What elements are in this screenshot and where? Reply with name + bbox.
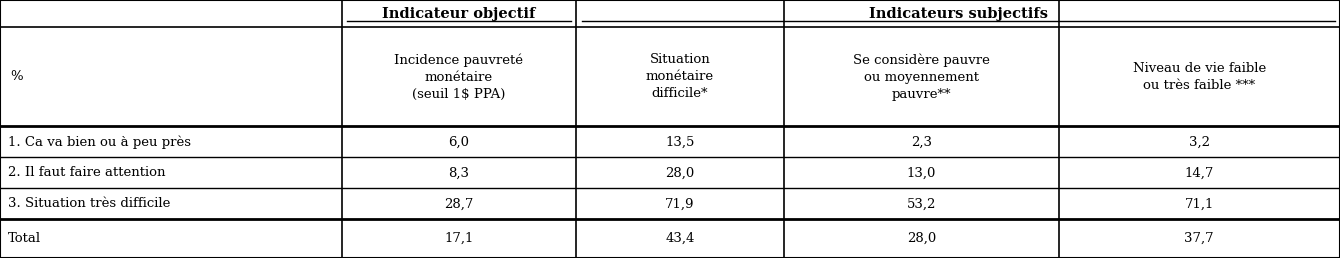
Text: Indicateurs subjectifs: Indicateurs subjectifs (868, 6, 1048, 21)
Text: 71,1: 71,1 (1185, 197, 1214, 210)
Text: Total: Total (8, 232, 42, 245)
Text: 43,4: 43,4 (666, 232, 694, 245)
Text: 2,3: 2,3 (911, 135, 931, 148)
Text: 2. Il faut faire attention: 2. Il faut faire attention (8, 166, 166, 179)
Text: 6,0: 6,0 (449, 135, 469, 148)
Text: Situation
monétaire
difficile*: Situation monétaire difficile* (646, 53, 714, 100)
Text: 13,5: 13,5 (666, 135, 694, 148)
Text: 13,0: 13,0 (907, 166, 935, 179)
Text: 17,1: 17,1 (445, 232, 473, 245)
Text: 14,7: 14,7 (1185, 166, 1214, 179)
Text: 37,7: 37,7 (1185, 232, 1214, 245)
Text: 8,3: 8,3 (449, 166, 469, 179)
Text: %: % (11, 70, 23, 83)
Text: 71,9: 71,9 (665, 197, 695, 210)
Text: 3. Situation très difficile: 3. Situation très difficile (8, 197, 170, 210)
Text: Indicateur objectif: Indicateur objectif (382, 6, 536, 21)
Text: 28,0: 28,0 (666, 166, 694, 179)
Text: Incidence pauvreté
monétaire
(seuil 1$ PPA): Incidence pauvreté monétaire (seuil 1$ P… (394, 53, 524, 101)
Text: Niveau de vie faible
ou très faible ***: Niveau de vie faible ou très faible *** (1132, 62, 1266, 92)
Text: Se considère pauvre
ou moyennement
pauvre**: Se considère pauvre ou moyennement pauvr… (852, 53, 990, 101)
Text: 28,7: 28,7 (445, 197, 473, 210)
Text: 3,2: 3,2 (1189, 135, 1210, 148)
Text: 1. Ca va bien ou à peu près: 1. Ca va bien ou à peu près (8, 135, 192, 149)
Text: 53,2: 53,2 (907, 197, 935, 210)
Text: 28,0: 28,0 (907, 232, 935, 245)
